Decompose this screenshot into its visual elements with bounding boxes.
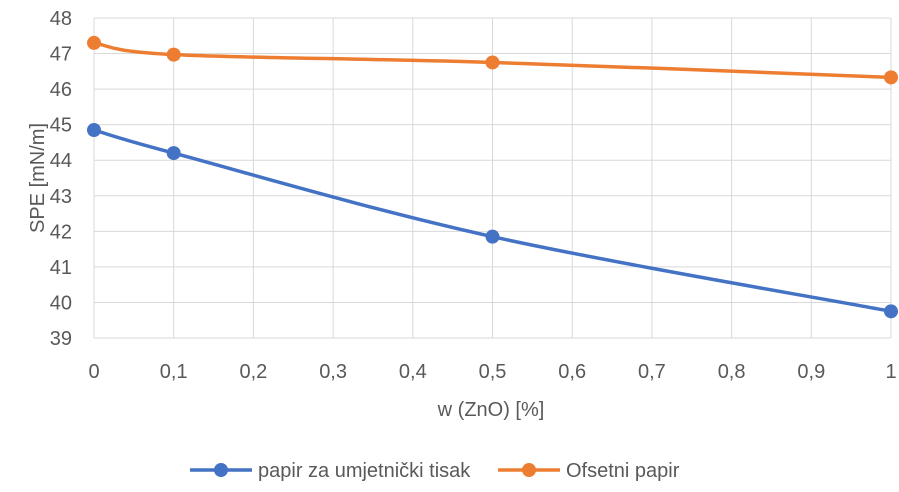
data-point	[485, 55, 500, 70]
data-point	[166, 47, 181, 62]
data-point	[87, 35, 101, 50]
x-tick-label: 0,2	[239, 361, 267, 383]
legend-swatch-marker	[214, 463, 228, 477]
y-axis-ticks: 39 40 41 42 43 44 45 46 47 48	[50, 8, 72, 350]
legend-label: papir za umjetnički tisak	[258, 460, 471, 482]
y-tick-label: 48	[50, 8, 72, 30]
data-point	[166, 146, 181, 161]
data-point	[884, 70, 898, 85]
legend-label: Ofsetni papir	[566, 460, 680, 482]
y-tick-label: 43	[50, 186, 72, 208]
x-tick-label: 0	[88, 361, 99, 383]
x-axis-label: w (ZnO) [%]	[437, 399, 545, 421]
y-tick-label: 42	[50, 221, 72, 243]
x-tick-label: 0,5	[479, 361, 507, 383]
data-point	[87, 123, 101, 137]
x-tick-label: 0,3	[319, 361, 347, 383]
y-tick-label: 44	[50, 150, 72, 172]
y-tick-label: 45	[50, 115, 72, 137]
x-axis-ticks: 0 0,1 0,2 0,3 0,4 0,5 0,6 0,7 0,8 0,9 1	[88, 361, 896, 383]
series-line-1	[93, 41, 892, 80]
series-line-0	[93, 128, 892, 314]
x-tick-label: 0,9	[797, 361, 825, 383]
y-tick-label: 46	[50, 79, 72, 101]
y-tick-label: 47	[50, 44, 72, 66]
x-tick-label: 0,4	[399, 361, 427, 383]
series-layer	[87, 35, 898, 319]
x-tick-label: 0,8	[718, 361, 746, 383]
x-tick-label: 0,6	[558, 361, 586, 383]
y-tick-label: 40	[50, 292, 72, 314]
y-tick-label: 41	[50, 257, 72, 279]
y-axis-label: SPE [mN/m]	[27, 123, 49, 233]
legend: papir za umjetnički tisak Ofsetni papir	[190, 460, 680, 482]
x-tick-label: 0,7	[638, 361, 666, 383]
grid-lines	[93, 17, 892, 339]
x-tick-label: 0,1	[160, 361, 188, 383]
x-tick-label: 1	[885, 361, 896, 383]
data-point	[485, 229, 500, 244]
y-tick-label: 39	[50, 328, 72, 350]
legend-swatch-marker	[522, 463, 536, 477]
data-point	[884, 304, 898, 319]
